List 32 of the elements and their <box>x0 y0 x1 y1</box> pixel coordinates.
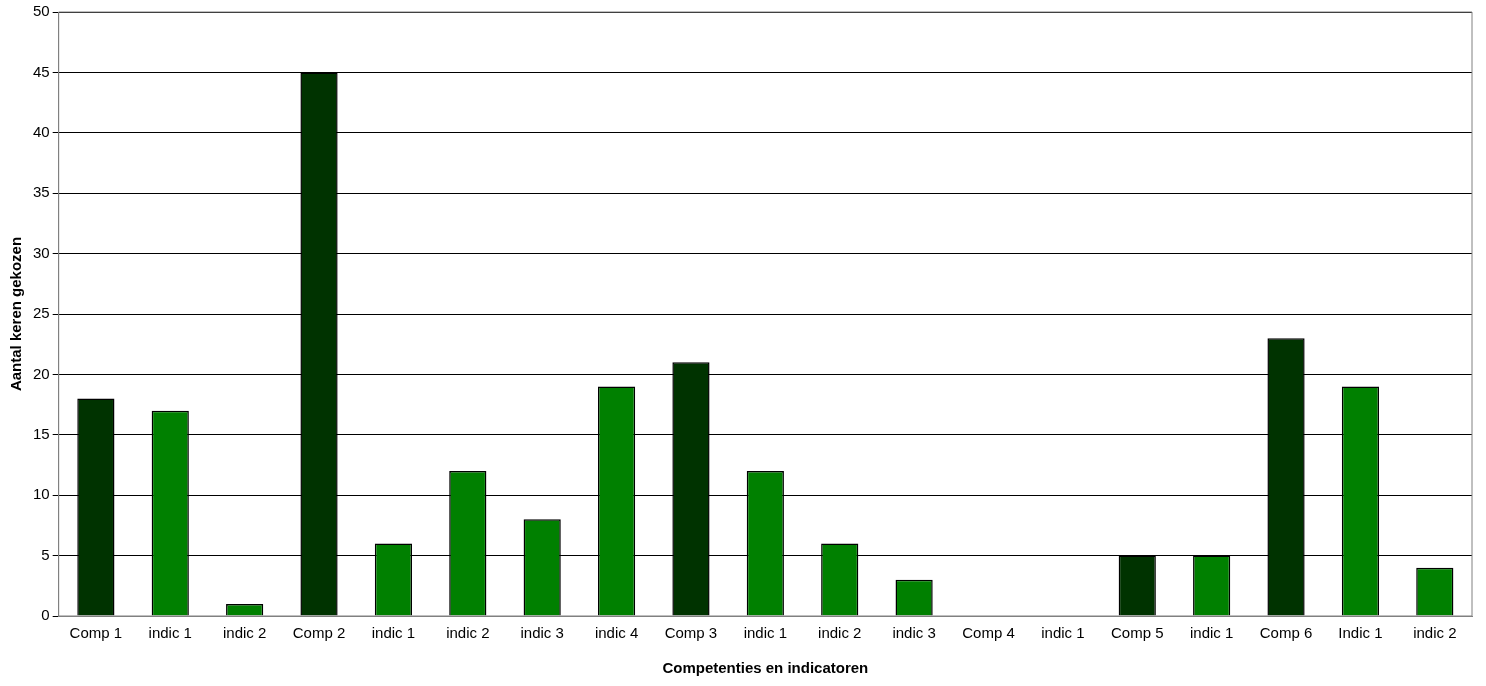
x-tick-label: indic 3 <box>520 624 564 642</box>
x-tick-label: indic 3 <box>892 624 936 642</box>
y-tick-label: 0 <box>41 606 50 624</box>
y-tick-label: 50 <box>33 2 50 20</box>
x-tick-label: Comp 4 <box>962 624 1015 642</box>
x-tick-label: indic 2 <box>446 624 490 642</box>
y-tick-label: 10 <box>33 485 50 503</box>
y-tick-label: 45 <box>33 62 50 80</box>
y-tick-label: 30 <box>33 243 50 261</box>
x-tick-label: indic 1 <box>743 624 788 642</box>
y-tick-label: 20 <box>33 364 50 382</box>
y-axis-title: Aantal keren gekozen <box>7 236 25 392</box>
x-tick-label: Comp 1 <box>69 624 123 642</box>
y-tick-label: 5 <box>41 545 50 563</box>
y-tick-label: 15 <box>33 424 50 442</box>
x-tick-label: indic 2 <box>818 624 862 642</box>
x-tick-label: Comp 6 <box>1259 624 1313 642</box>
x-tick-label: indic 1 <box>371 624 416 642</box>
x-tick-label: indic 2 <box>222 624 267 642</box>
y-tick-label: 40 <box>33 122 50 140</box>
x-tick-label: indic 1 <box>148 624 192 642</box>
y-tick-label: 35 <box>33 183 50 201</box>
x-tick-label: Indic 1 <box>1338 624 1383 642</box>
x-tick-label: Comp 5 <box>1111 624 1164 642</box>
x-tick-label: Comp 3 <box>664 624 718 642</box>
x-tick-label: Comp 2 <box>292 624 346 642</box>
x-tick-label: indic 1 <box>1041 624 1085 642</box>
y-tick-label: 25 <box>33 304 50 322</box>
x-tick-label: indic 2 <box>1413 624 1457 642</box>
x-tick-label: indic 1 <box>1189 624 1234 642</box>
x-tick-label: indic 4 <box>594 624 639 642</box>
x-axis-title: Competenties en indicatoren <box>662 659 869 677</box>
